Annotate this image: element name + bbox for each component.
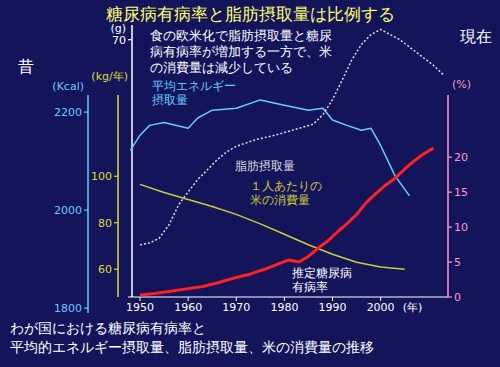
x-tick-label: 2000 xyxy=(367,301,395,314)
y-tick xyxy=(448,192,452,193)
y-tick-label: 60 xyxy=(98,263,112,276)
y-axis-title: (g) xyxy=(110,22,126,35)
series-label: 平均エネルギー摂取量 xyxy=(152,79,236,107)
y-tick xyxy=(448,296,452,297)
x-tick-label: 1990 xyxy=(319,301,347,314)
y-axis-title: (%) xyxy=(452,78,471,91)
y-tick-label: 10 xyxy=(454,221,468,234)
series-line xyxy=(140,148,434,295)
y-tick-label: 5 xyxy=(454,256,461,269)
y-tick xyxy=(448,261,452,262)
y-tick-label: 2200 xyxy=(54,106,82,119)
right-label: 現在 xyxy=(460,27,492,46)
y-tick xyxy=(114,222,118,223)
y-tick xyxy=(84,210,88,211)
caption: わが国における糖尿病有病率と xyxy=(10,320,206,336)
annotation-line: 病有病率が増加する一方で、米 xyxy=(150,44,332,59)
y-axis-title: (kg/年) xyxy=(91,70,128,83)
y-tick xyxy=(84,308,88,309)
series-label: 推定糖尿病有病率 xyxy=(292,266,352,294)
annotation-line: の消費量は減少している xyxy=(150,60,293,75)
series-group xyxy=(130,100,409,196)
series-label: 脂肪摂取量 xyxy=(235,159,295,173)
series-label-line: １人あたりの xyxy=(250,179,322,193)
series-label-line: 推定糖尿病 xyxy=(292,266,352,280)
y-tick-label: 1800 xyxy=(54,302,82,315)
x-tick-label: 1980 xyxy=(270,301,298,314)
series-label-line: 摂取量 xyxy=(152,93,188,107)
series-group xyxy=(140,148,434,295)
title: 糖尿病有病率と脂肪摂取量は比例する xyxy=(106,4,395,24)
series-label-line: 平均エネルギー xyxy=(152,79,236,93)
y-tick xyxy=(448,157,452,158)
y-tick-label: 2000 xyxy=(54,204,82,217)
y-tick-label: 0 xyxy=(454,291,461,304)
y-tick xyxy=(114,269,118,270)
y-tick xyxy=(448,227,452,228)
y-tick xyxy=(84,112,88,113)
y-axis-title: (Kcal) xyxy=(52,80,84,93)
series-group xyxy=(140,29,443,244)
y-axis xyxy=(117,95,119,297)
series-group xyxy=(140,184,405,269)
y-tick-label: 15 xyxy=(454,186,468,199)
x-tick-label: 1950 xyxy=(126,301,154,314)
left-label: 昔 xyxy=(18,57,34,76)
background xyxy=(0,0,500,367)
annotation: 食の欧米化で脂肪摂取量と糖尿病有病率が増加する一方で、米の消費量は減少している xyxy=(150,28,332,75)
chart: 糖尿病有病率と脂肪摂取量は比例する昔 現在 食の欧米化で脂肪摂取量と糖尿病有病率が増… xyxy=(0,0,500,367)
series-label: １人あたりの米の消費量 xyxy=(250,179,322,207)
y-tick-label: 100 xyxy=(91,170,112,183)
y-tick xyxy=(114,176,118,177)
x-tick-label: 1960 xyxy=(174,301,202,314)
y-axis xyxy=(87,95,89,313)
y-axis xyxy=(447,95,449,297)
y-tick-label: 80 xyxy=(98,217,112,230)
x-axis xyxy=(128,296,448,297)
y-tick xyxy=(128,39,132,40)
series-label-line: 米の消費量 xyxy=(250,193,310,207)
x-axis-title: (年) xyxy=(403,301,423,314)
series-label-line: 有病率 xyxy=(292,280,328,294)
y-tick-label: 70 xyxy=(112,34,126,47)
x-tick-label: 1970 xyxy=(222,301,250,314)
series-line xyxy=(130,100,409,196)
series-line xyxy=(140,184,405,269)
y-tick-label: 20 xyxy=(454,151,468,164)
caption: 平均的エネルギー摂取量、脂肪摂取量、米の消費量の推移 xyxy=(10,339,374,355)
series-line xyxy=(140,29,443,244)
series-label-line: 脂肪摂取量 xyxy=(235,159,295,173)
y-axis xyxy=(131,25,133,297)
annotation-line: 食の欧米化で脂肪摂取量と糖尿 xyxy=(150,28,332,43)
